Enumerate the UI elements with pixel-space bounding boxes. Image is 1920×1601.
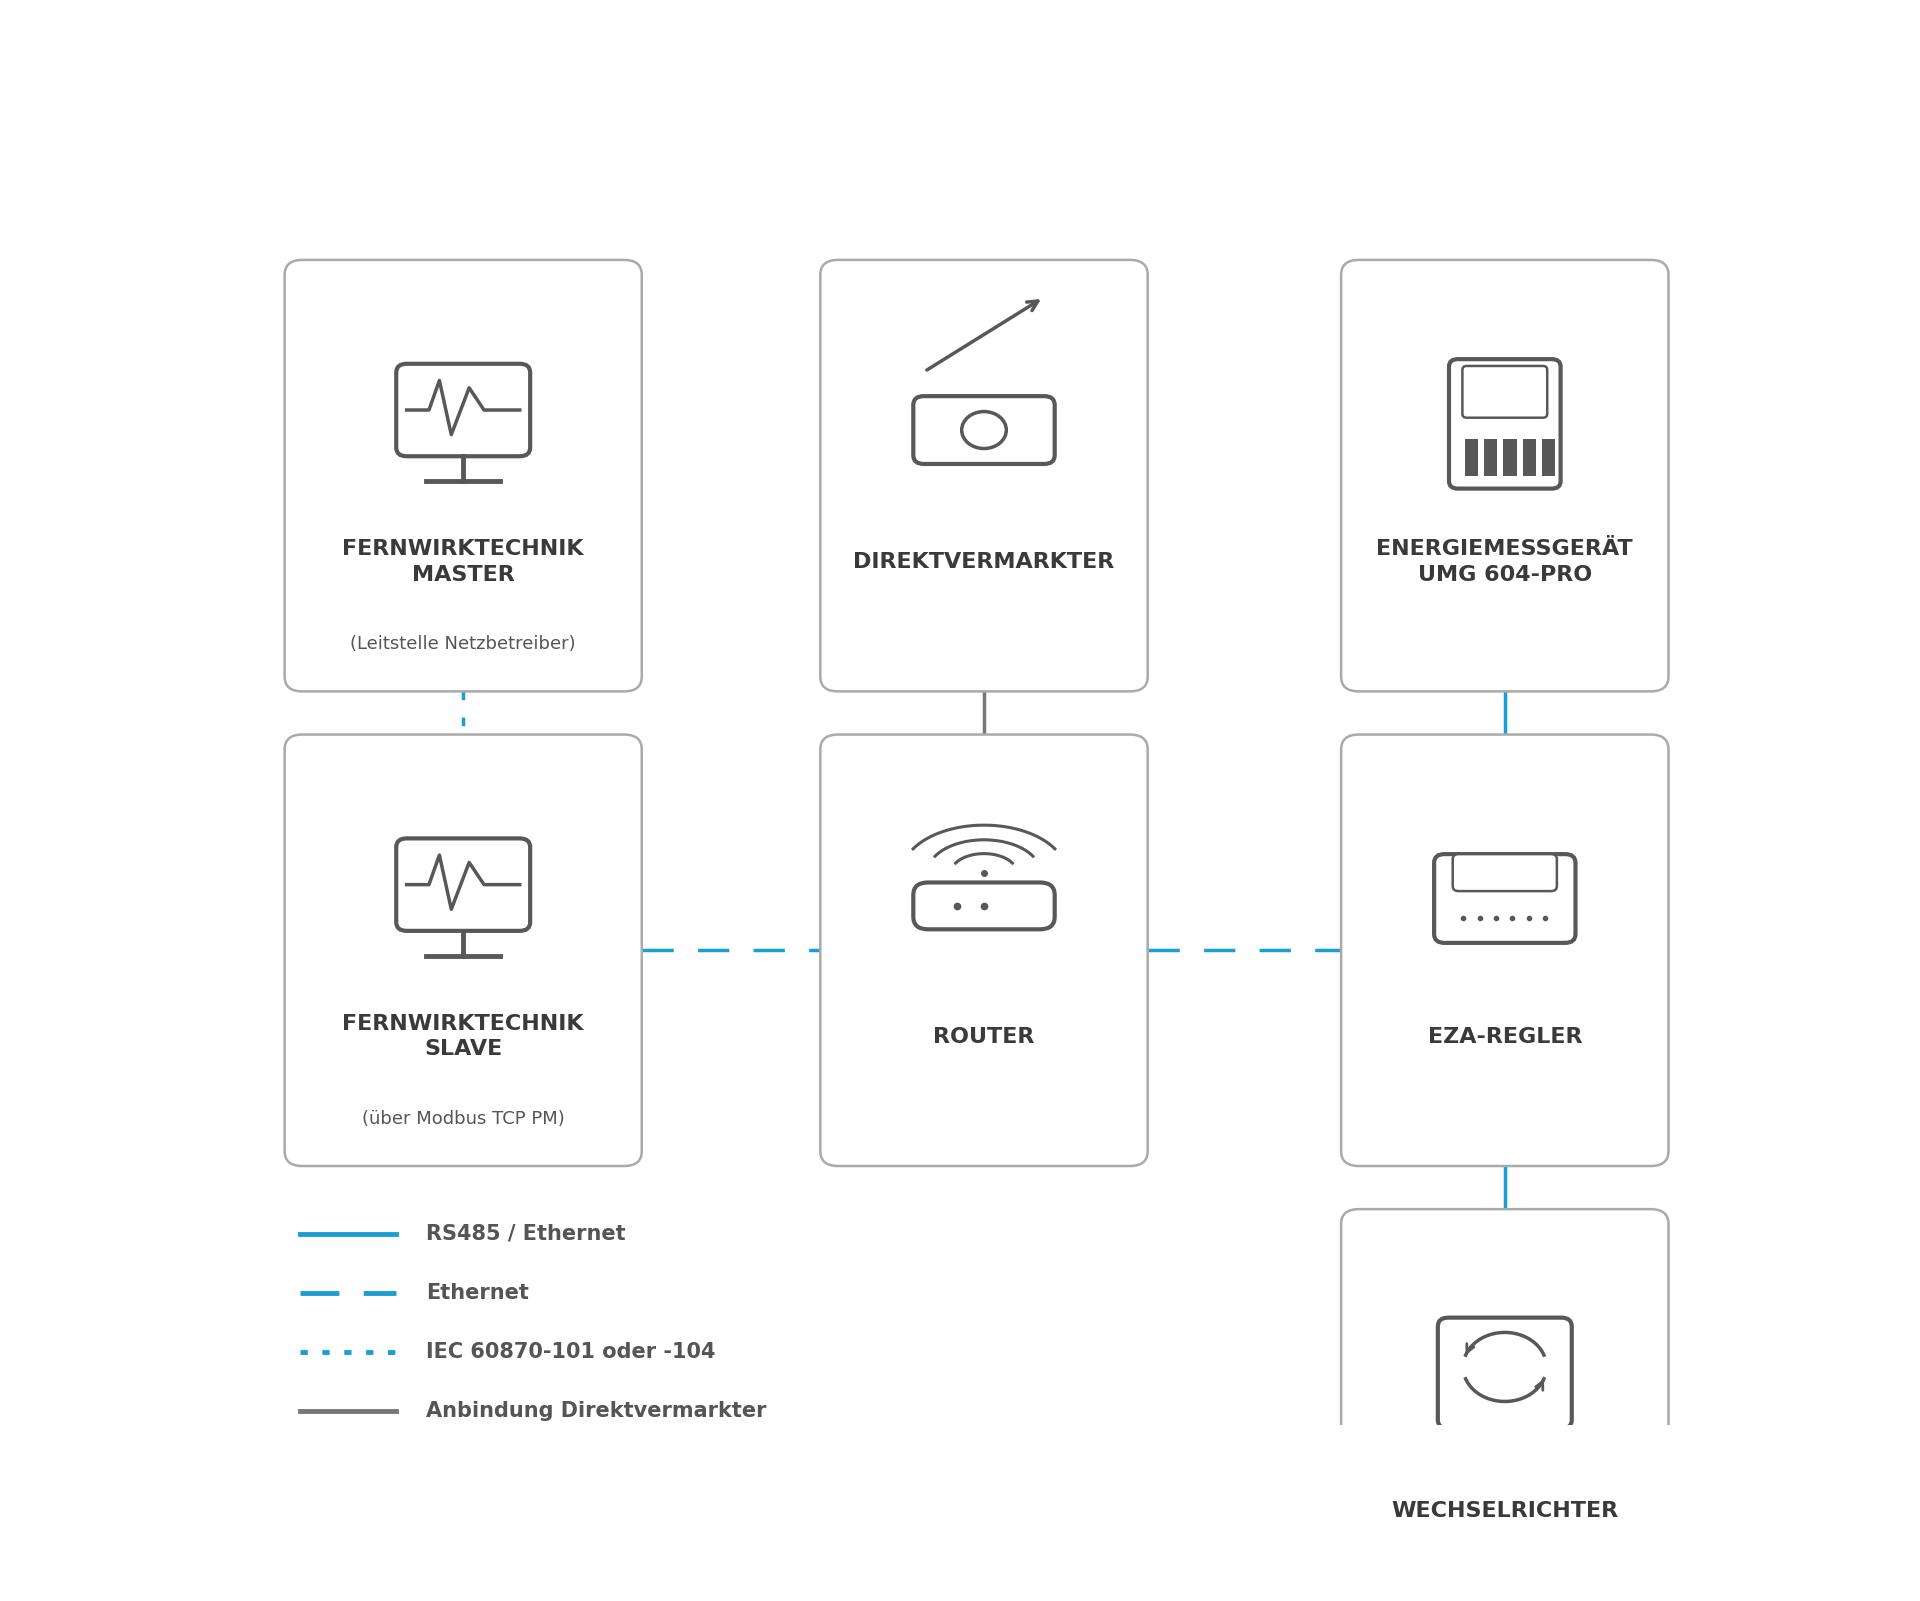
FancyBboxPatch shape xyxy=(820,735,1148,1166)
Text: ROUTER: ROUTER xyxy=(933,1026,1035,1047)
FancyBboxPatch shape xyxy=(1450,359,1561,488)
FancyBboxPatch shape xyxy=(1453,853,1557,892)
Text: EZA-REGLER: EZA-REGLER xyxy=(1428,1026,1582,1047)
FancyBboxPatch shape xyxy=(1340,735,1668,1166)
Bar xyxy=(1542,439,1555,475)
FancyBboxPatch shape xyxy=(1340,1209,1668,1601)
FancyBboxPatch shape xyxy=(1438,1318,1572,1428)
Text: Anbindung Direktvermarkter: Anbindung Direktvermarkter xyxy=(426,1401,766,1422)
Bar xyxy=(1523,439,1536,475)
Text: FERNWIRKTECHNIK
SLAVE: FERNWIRKTECHNIK SLAVE xyxy=(342,1013,584,1060)
FancyBboxPatch shape xyxy=(284,259,641,692)
FancyBboxPatch shape xyxy=(1434,853,1576,943)
FancyBboxPatch shape xyxy=(284,735,641,1166)
Text: DIREKTVERMARKTER: DIREKTVERMARKTER xyxy=(852,552,1116,572)
FancyBboxPatch shape xyxy=(914,882,1054,929)
Text: RS485 / Ethernet: RS485 / Ethernet xyxy=(426,1223,626,1244)
Text: Ethernet: Ethernet xyxy=(426,1282,528,1303)
Text: IEC 60870-101 oder -104: IEC 60870-101 oder -104 xyxy=(426,1342,716,1362)
FancyBboxPatch shape xyxy=(396,363,530,456)
FancyBboxPatch shape xyxy=(1463,367,1548,418)
Text: (Leitstelle Netzbetreiber): (Leitstelle Netzbetreiber) xyxy=(349,636,576,653)
Text: (über Modbus TCP PM): (über Modbus TCP PM) xyxy=(361,1109,564,1127)
Text: FERNWIRKTECHNIK
MASTER: FERNWIRKTECHNIK MASTER xyxy=(342,540,584,584)
FancyBboxPatch shape xyxy=(914,395,1054,464)
Circle shape xyxy=(962,411,1006,448)
Bar xyxy=(1503,439,1517,475)
Bar xyxy=(1484,439,1498,475)
FancyBboxPatch shape xyxy=(1340,259,1668,692)
Text: ENERGIEMESSGERÄT
UMG 604-PRO: ENERGIEMESSGERÄT UMG 604-PRO xyxy=(1377,540,1634,584)
Bar xyxy=(1465,439,1478,475)
FancyBboxPatch shape xyxy=(396,839,530,930)
FancyBboxPatch shape xyxy=(820,259,1148,692)
Text: WECHSELRICHTER: WECHSELRICHTER xyxy=(1392,1502,1619,1521)
